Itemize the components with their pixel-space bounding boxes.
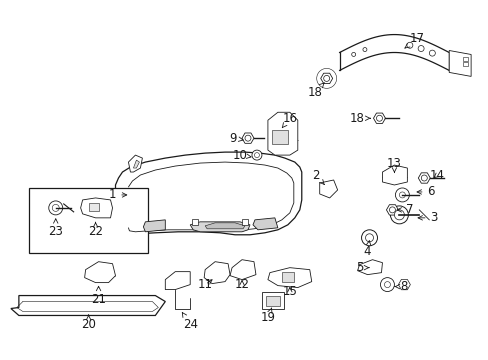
Polygon shape (382, 165, 407, 185)
Bar (462, 58, 467, 62)
Circle shape (365, 234, 373, 242)
Text: 20: 20 (81, 315, 96, 331)
Text: 7: 7 (396, 203, 412, 216)
Text: 4: 4 (363, 241, 370, 258)
Circle shape (254, 153, 259, 158)
Polygon shape (252, 218, 277, 230)
Polygon shape (133, 160, 139, 168)
Polygon shape (357, 260, 382, 275)
Text: 3: 3 (417, 211, 437, 224)
Circle shape (251, 150, 262, 160)
Circle shape (395, 188, 408, 202)
Bar (265, 296, 279, 306)
Text: 12: 12 (234, 278, 249, 291)
Text: 10: 10 (232, 149, 250, 162)
Polygon shape (128, 155, 142, 172)
Bar (192, 219, 198, 225)
Polygon shape (190, 222, 249, 232)
Bar (88, 203, 99, 211)
Polygon shape (84, 262, 115, 283)
Polygon shape (267, 268, 311, 288)
Bar (281, 272, 293, 282)
Text: 15: 15 (282, 285, 297, 298)
Text: 14: 14 (429, 168, 444, 181)
Bar (29, 188, 148, 253)
Text: 6: 6 (416, 185, 434, 198)
Polygon shape (386, 205, 398, 215)
Text: 13: 13 (386, 157, 401, 172)
Polygon shape (319, 180, 337, 198)
Text: 1: 1 (108, 188, 126, 202)
Circle shape (380, 278, 394, 292)
Polygon shape (11, 296, 165, 315)
Polygon shape (205, 223, 244, 229)
Text: 11: 11 (197, 278, 212, 291)
Text: 18: 18 (349, 112, 370, 125)
Text: 8: 8 (394, 280, 407, 293)
Text: 16: 16 (282, 112, 297, 128)
Polygon shape (81, 198, 112, 218)
Text: 18: 18 (306, 83, 324, 99)
Circle shape (399, 192, 405, 198)
Text: 22: 22 (88, 222, 103, 238)
Circle shape (49, 201, 62, 215)
Circle shape (388, 207, 395, 213)
Circle shape (389, 206, 407, 224)
Text: 2: 2 (311, 168, 324, 184)
Polygon shape (115, 152, 301, 235)
Circle shape (323, 75, 329, 81)
Circle shape (384, 282, 389, 288)
Text: 19: 19 (260, 308, 275, 324)
Text: 9: 9 (229, 132, 243, 145)
Polygon shape (267, 112, 297, 155)
Text: 17: 17 (404, 32, 424, 48)
Polygon shape (229, 260, 255, 280)
Circle shape (417, 45, 423, 51)
Circle shape (244, 135, 250, 141)
Polygon shape (242, 133, 253, 143)
Text: 5: 5 (355, 261, 368, 274)
Circle shape (421, 175, 427, 181)
Circle shape (406, 42, 412, 48)
Circle shape (351, 53, 355, 57)
Bar (242, 219, 247, 225)
Circle shape (361, 230, 377, 246)
Bar (262, 292, 283, 310)
Circle shape (428, 50, 434, 56)
Polygon shape (373, 113, 385, 123)
Polygon shape (417, 173, 429, 183)
Circle shape (376, 115, 382, 121)
Polygon shape (203, 262, 229, 284)
Text: 23: 23 (48, 219, 63, 238)
Polygon shape (165, 272, 190, 289)
Polygon shape (448, 50, 470, 76)
Polygon shape (398, 279, 409, 290)
Circle shape (362, 48, 366, 51)
Polygon shape (320, 73, 332, 84)
Text: 21: 21 (91, 286, 106, 306)
Circle shape (394, 210, 404, 220)
Text: 24: 24 (182, 312, 197, 331)
Bar (462, 62, 467, 67)
Circle shape (52, 204, 59, 211)
Polygon shape (143, 220, 165, 232)
Bar (271, 130, 287, 144)
